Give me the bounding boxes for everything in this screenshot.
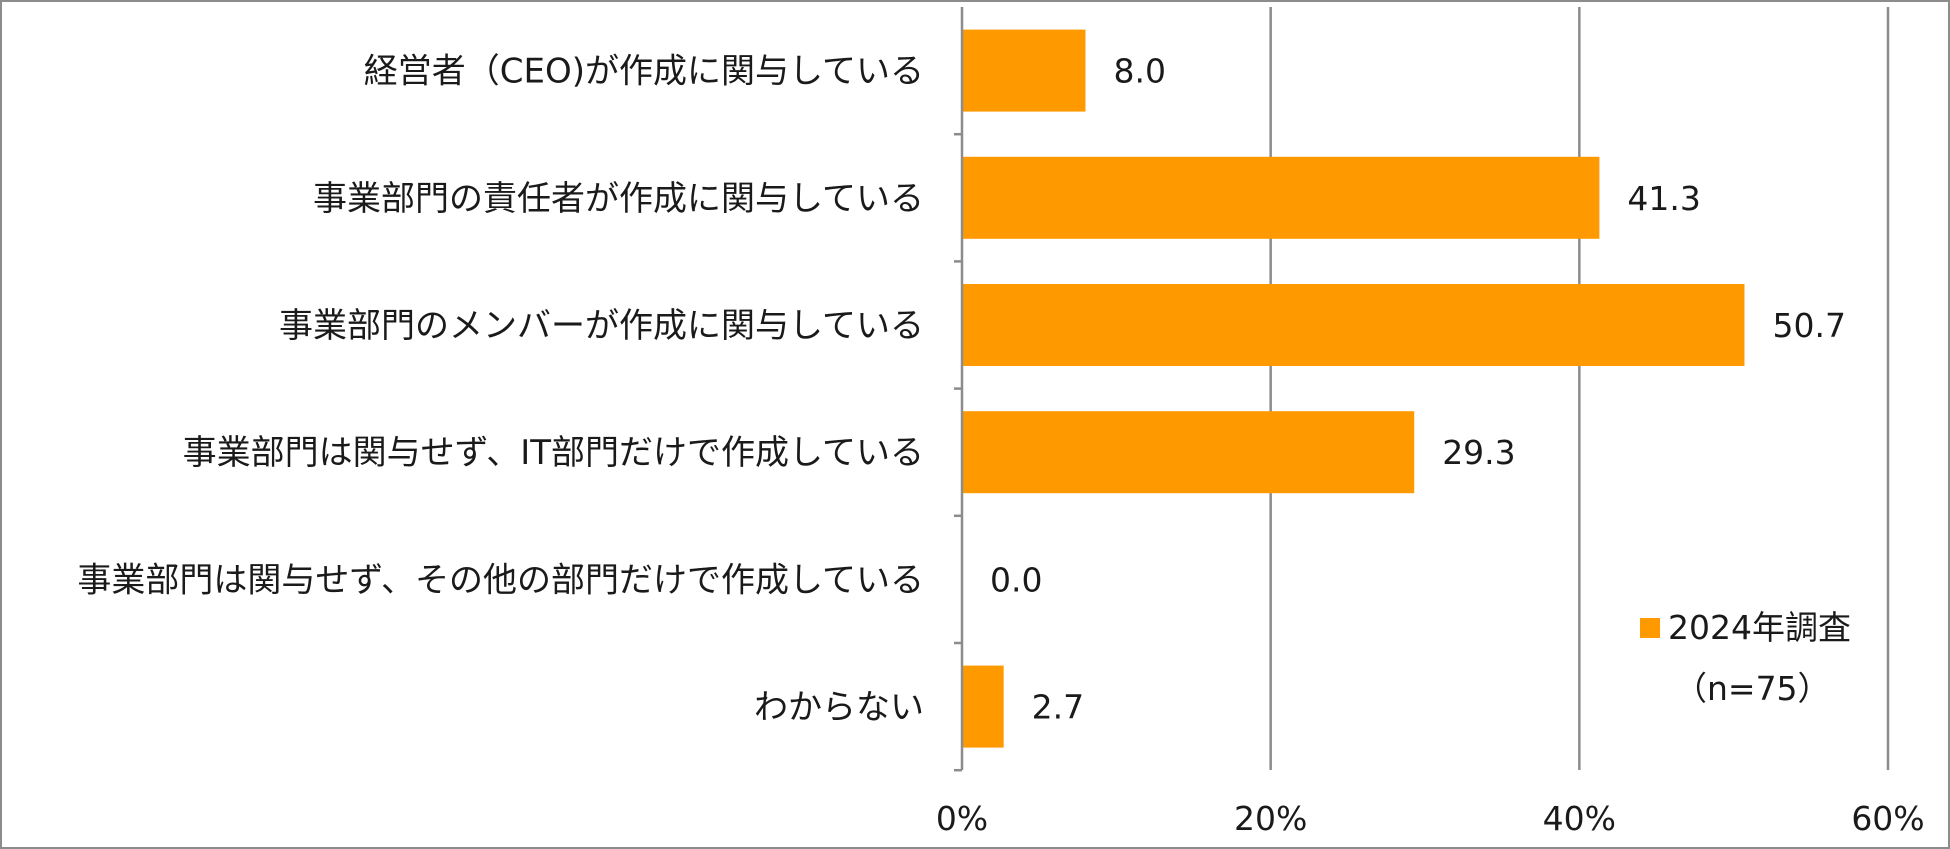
category-label-4: 事業部門は関与せず、その他の部門だけで作成している [77, 560, 924, 600]
bar-3 [962, 411, 1415, 494]
category-label-5: わからない [754, 688, 924, 728]
legend-note: （n=75） [1674, 669, 1831, 708]
x-tick-label-0: 0% [936, 799, 988, 838]
value-label-4: 0.0 [990, 560, 1042, 599]
x-tick-label-1: 20% [1234, 799, 1307, 838]
category-label-0: 経営者（CEO)が作成に関与している [364, 52, 924, 92]
bar-5 [962, 665, 1004, 748]
x-tick-label-2: 40% [1543, 799, 1616, 838]
x-tick-labels: 0% 20% 40% 60% [936, 799, 1925, 838]
category-label-3: 事業部門は関与せず、IT部門だけで作成している [183, 433, 924, 473]
value-label-2: 50.7 [1772, 306, 1845, 345]
gridlines [1269, 7, 1890, 770]
value-label-3: 29.3 [1442, 433, 1515, 472]
bar-0 [962, 29, 1086, 112]
bar-1 [962, 156, 1600, 239]
value-label-0: 8.0 [1113, 52, 1165, 91]
category-labels: 経営者（CEO)が作成に関与している事業部門の責任者が作成に関与している事業部門… [77, 52, 924, 728]
value-label-1: 41.3 [1627, 179, 1700, 218]
category-axis [954, 7, 964, 772]
category-label-1: 事業部門の責任者が作成に関与している [313, 179, 924, 219]
legend-swatch [1640, 618, 1660, 638]
value-labels: 8.0 41.3 50.7 29.3 0.0 2.7 [990, 52, 1846, 727]
value-label-5: 2.7 [1032, 688, 1084, 727]
bars [962, 29, 1745, 748]
bar-2 [962, 284, 1745, 366]
category-label-2: 事業部門のメンバーが作成に関与している [279, 306, 924, 346]
legend-label: 2024年調査 [1668, 608, 1851, 647]
legend: 2024年調査 （n=75） [1640, 608, 1851, 708]
x-tick-label-3: 60% [1851, 799, 1924, 838]
